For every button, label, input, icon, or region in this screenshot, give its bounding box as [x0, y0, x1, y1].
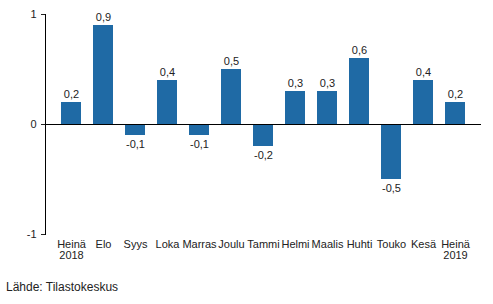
- svg-text:Marras: Marras: [182, 238, 217, 250]
- svg-text:0,5: 0,5: [224, 55, 239, 67]
- svg-text:0,2: 0,2: [64, 88, 79, 100]
- svg-text:0: 0: [30, 118, 36, 130]
- svg-text:Syys: Syys: [124, 238, 148, 250]
- svg-text:Heinä2019: Heinä2019: [441, 238, 471, 261]
- svg-text:Loka: Loka: [156, 238, 181, 250]
- svg-text:Helmi: Helmi: [281, 238, 309, 250]
- svg-text:-0,1: -0,1: [126, 138, 145, 150]
- svg-text:0,6: 0,6: [352, 44, 367, 56]
- svg-text:0,9: 0,9: [96, 11, 111, 23]
- svg-text:-1: -1: [27, 228, 37, 240]
- svg-text:0,4: 0,4: [160, 66, 175, 78]
- svg-text:Huhti: Huhti: [347, 238, 373, 250]
- svg-text:Maalis: Maalis: [312, 238, 344, 250]
- svg-text:Kesä: Kesä: [411, 238, 437, 250]
- svg-text:0,3: 0,3: [320, 77, 335, 89]
- html-text:Lähde: Tilastokeskus: Lähde: Tilastokeskus: [6, 280, 119, 294]
- svg-text:-0,2: -0,2: [254, 149, 273, 161]
- svg-text:1: 1: [30, 8, 36, 20]
- svg-text:Heinä2018: Heinä2018: [57, 238, 87, 261]
- svg-text:0,4: 0,4: [416, 66, 431, 78]
- svg-text:Touko: Touko: [377, 238, 406, 250]
- svg-text:0,3: 0,3: [288, 77, 303, 89]
- svg-text:-0,1: -0,1: [190, 138, 209, 150]
- svg-text:Elo: Elo: [96, 238, 112, 250]
- svg-text:Joulu: Joulu: [218, 238, 244, 250]
- svg-text:-0,5: -0,5: [382, 182, 401, 194]
- svg-text:Tammi: Tammi: [247, 238, 279, 250]
- svg-text:0,2: 0,2: [448, 88, 463, 100]
